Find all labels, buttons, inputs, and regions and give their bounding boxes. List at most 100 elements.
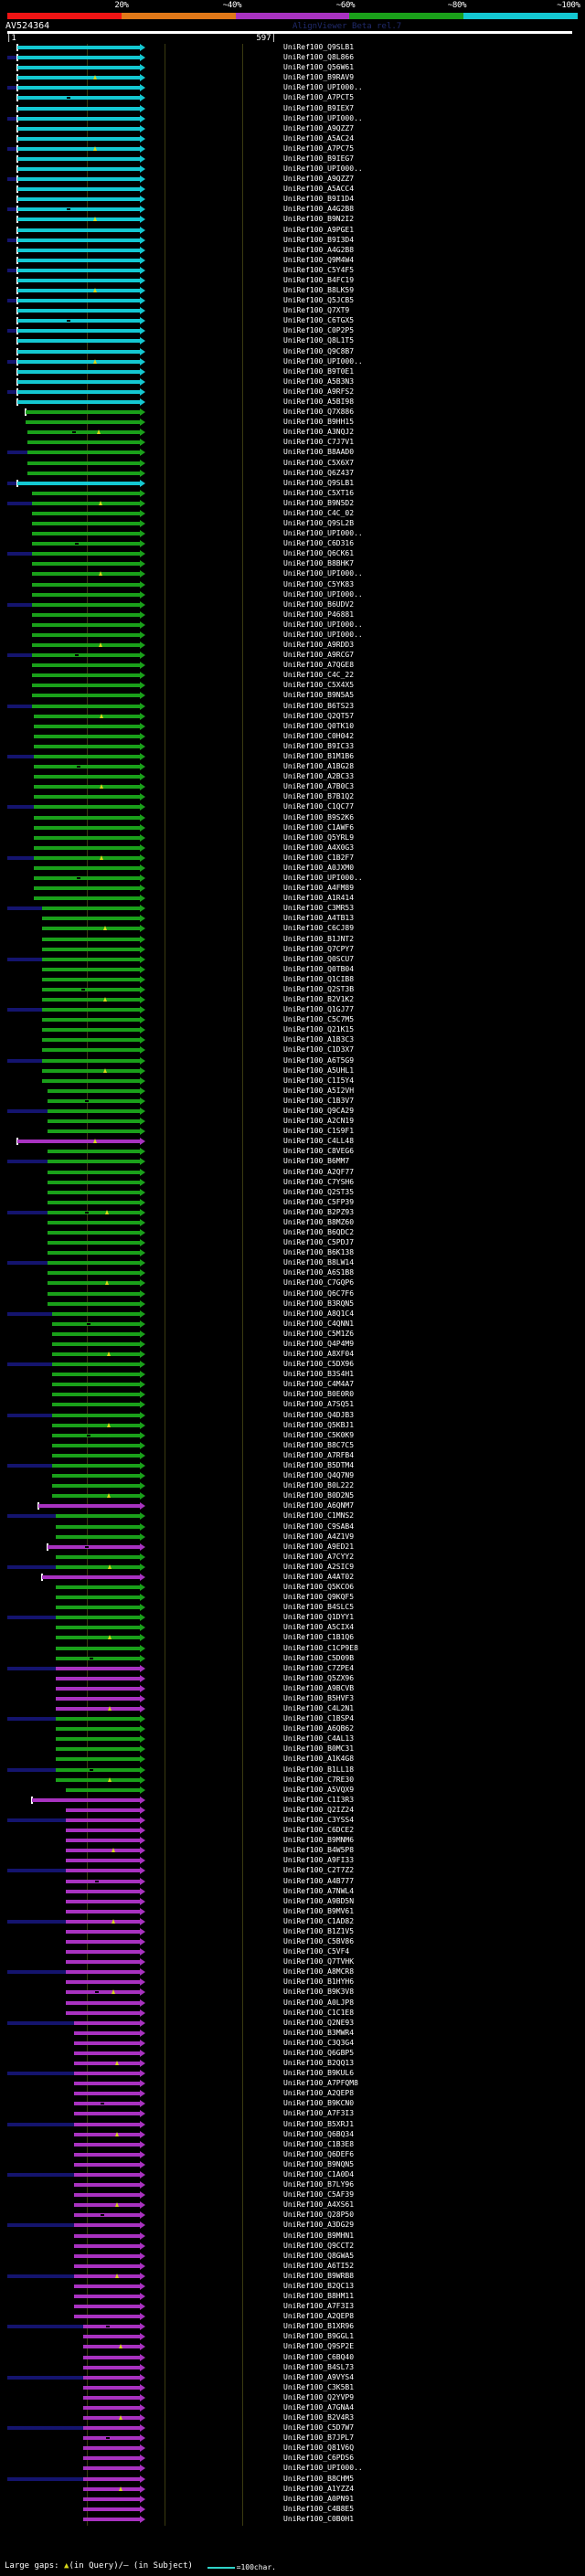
hit-accession-label[interactable]: UniRef100_C1CP9E8: [283, 1643, 358, 1652]
alignment-row[interactable]: UniRef100_UPI000..: [0, 590, 585, 599]
hit-bar[interactable]: [65, 1919, 141, 1924]
hit-bar[interactable]: [42, 1068, 141, 1073]
hit-bar[interactable]: [83, 2325, 141, 2329]
hit-bar[interactable]: [48, 1109, 141, 1113]
hit-bar[interactable]: [74, 2203, 141, 2208]
hit-bar[interactable]: [31, 522, 141, 526]
hit-bar[interactable]: [34, 785, 141, 790]
hit-bar[interactable]: [74, 2223, 141, 2228]
hit-accession-label[interactable]: UniRef100_Q6BQ34: [283, 2129, 355, 2138]
hit-accession-label[interactable]: UniRef100_Q21K15: [283, 1025, 355, 1034]
hit-accession-label[interactable]: UniRef100_Q0TB04: [283, 964, 355, 973]
alignment-row[interactable]: UniRef100_C0P2P5: [0, 326, 585, 335]
hit-accession-label[interactable]: UniRef100_Q2ST3B: [283, 984, 355, 993]
hit-bar[interactable]: [55, 1707, 141, 1712]
hit-bar[interactable]: [34, 825, 141, 830]
hit-bar[interactable]: [48, 1129, 141, 1134]
alignment-row[interactable]: UniRef100_B6UDV2: [0, 599, 585, 610]
hit-bar[interactable]: [42, 1058, 141, 1063]
alignment-row[interactable]: UniRef100_C1I5Y4: [0, 1076, 585, 1086]
alignment-row[interactable]: UniRef100_A1K4G8: [0, 1754, 585, 1764]
hit-accession-label[interactable]: UniRef100_Q4DJB3: [283, 1410, 355, 1419]
hit-bar[interactable]: [83, 2405, 141, 2410]
hit-accession-label[interactable]: UniRef100_Q6GBP5: [283, 2048, 355, 2057]
hit-bar[interactable]: [65, 1960, 141, 1965]
hit-accession-label[interactable]: UniRef100_C6D316: [283, 539, 355, 548]
hit-bar[interactable]: [16, 156, 141, 161]
hit-bar[interactable]: [16, 217, 141, 222]
alignment-row[interactable]: UniRef100_C5XT16: [0, 489, 585, 498]
hit-accession-label[interactable]: UniRef100_B1JNT2: [283, 934, 355, 943]
hit-accession-label[interactable]: UniRef100_C1AD82: [283, 1916, 355, 1925]
hit-accession-label[interactable]: UniRef100_B2PZ93: [283, 1207, 355, 1216]
hit-accession-label[interactable]: UniRef100_C4B8E5: [283, 2504, 355, 2513]
hit-bar[interactable]: [42, 917, 141, 921]
hit-accession-label[interactable]: UniRef100_A3NQJ2: [283, 428, 355, 437]
alignment-row[interactable]: UniRef100_A7SQ51: [0, 1400, 585, 1409]
hit-bar[interactable]: [31, 592, 141, 597]
hit-bar[interactable]: [16, 339, 141, 344]
hit-bar[interactable]: [42, 1078, 141, 1083]
hit-bar[interactable]: [31, 653, 141, 658]
hit-accession-label[interactable]: UniRef100_A2QEP8: [283, 2312, 355, 2321]
hit-accession-label[interactable]: UniRef100_A5ACC4: [283, 185, 355, 194]
hit-bar[interactable]: [16, 66, 141, 70]
hit-bar[interactable]: [16, 96, 141, 101]
hit-bar[interactable]: [48, 1119, 141, 1124]
hit-accession-label[interactable]: UniRef100_C7GQP6: [283, 1278, 355, 1288]
alignment-row[interactable]: UniRef100_C5YK83: [0, 580, 585, 589]
alignment-row[interactable]: UniRef100_UPI000..: [0, 164, 585, 174]
hit-accession-label[interactable]: UniRef100_C4AL13: [283, 1734, 355, 1744]
hit-bar[interactable]: [31, 501, 141, 505]
hit-accession-label[interactable]: UniRef100_C3K5B1: [283, 2382, 355, 2391]
hit-bar[interactable]: [31, 632, 141, 637]
hit-accession-label[interactable]: UniRef100_C1QC77: [283, 802, 355, 811]
alignment-row[interactable]: UniRef100_B6QDC2: [0, 1228, 585, 1237]
hit-accession-label[interactable]: UniRef100_B7JPL7: [283, 2433, 355, 2443]
hit-bar[interactable]: [16, 136, 141, 141]
alignment-row[interactable]: UniRef100_C5D7W7: [0, 2423, 585, 2433]
hit-accession-label[interactable]: UniRef100_C1MNS2: [283, 1511, 355, 1521]
hit-bar[interactable]: [48, 1281, 141, 1286]
alignment-row[interactable]: UniRef100_B2QQ13: [0, 2059, 585, 2068]
hit-accession-label[interactable]: UniRef100_Q56W61: [283, 63, 355, 72]
hit-accession-label[interactable]: UniRef100_C8VEG6: [283, 1147, 355, 1156]
hit-accession-label[interactable]: UniRef100_Q1CIB8: [283, 974, 355, 983]
alignment-row[interactable]: UniRef100_B9MNM6: [0, 1836, 585, 1845]
hit-bar[interactable]: [31, 511, 141, 515]
alignment-row[interactable]: UniRef100_UPI000..: [0, 2464, 585, 2473]
alignment-row[interactable]: UniRef100_Q1DYY1: [0, 1613, 585, 1622]
alignment-row[interactable]: UniRef100_A7F3I3: [0, 2109, 585, 2118]
hit-bar[interactable]: [16, 228, 141, 232]
hit-bar[interactable]: [65, 1929, 141, 1934]
alignment-row[interactable]: UniRef100_A9RFS2: [0, 387, 585, 397]
hit-accession-label[interactable]: UniRef100_B9K3V8: [283, 1988, 355, 1997]
hit-accession-label[interactable]: UniRef100_A7F3I3: [283, 2302, 355, 2311]
hit-accession-label[interactable]: UniRef100_C5PDJ7: [283, 1238, 355, 1247]
alignment-row[interactable]: UniRef100_C1AD82: [0, 1916, 585, 1926]
alignment-row[interactable]: UniRef100_C4L2N1: [0, 1704, 585, 1713]
alignment-row[interactable]: UniRef100_Q1GJ77: [0, 1005, 585, 1014]
alignment-row[interactable]: UniRef100_Q9SP2E: [0, 2342, 585, 2351]
hit-bar[interactable]: [16, 299, 141, 303]
hit-bar[interactable]: [74, 2183, 141, 2188]
hit-accession-label[interactable]: UniRef100_Q9CCT2: [283, 2241, 355, 2250]
hit-accession-label[interactable]: UniRef100_B8AAD0: [283, 448, 355, 457]
hit-bar[interactable]: [27, 471, 141, 475]
hit-accession-label[interactable]: UniRef100_Q5KBJ1: [283, 1420, 355, 1429]
hit-accession-label[interactable]: UniRef100_A5CIX4: [283, 1623, 355, 1632]
hit-bar[interactable]: [55, 1534, 141, 1539]
alignment-rows-panel[interactable]: UniRef100_Q9SLB1 UniRef100_Q8L866 UniRef10…: [0, 43, 585, 2526]
hit-accession-label[interactable]: UniRef100_B6UDV2: [283, 599, 355, 609]
alignment-row[interactable]: UniRef100_B3RQN5: [0, 1299, 585, 1309]
hit-bar[interactable]: [42, 1038, 141, 1043]
hit-bar[interactable]: [51, 1453, 141, 1458]
alignment-row[interactable]: UniRef100_A7QGE8: [0, 661, 585, 670]
alignment-row[interactable]: UniRef100_A4FM89: [0, 884, 585, 893]
hit-bar[interactable]: [42, 906, 141, 911]
hit-bar[interactable]: [16, 56, 141, 60]
hit-bar[interactable]: [65, 1829, 141, 1833]
hit-bar[interactable]: [65, 1869, 141, 1873]
alignment-row[interactable]: UniRef100_C3MR53: [0, 904, 585, 913]
hit-bar[interactable]: [65, 1889, 141, 1893]
